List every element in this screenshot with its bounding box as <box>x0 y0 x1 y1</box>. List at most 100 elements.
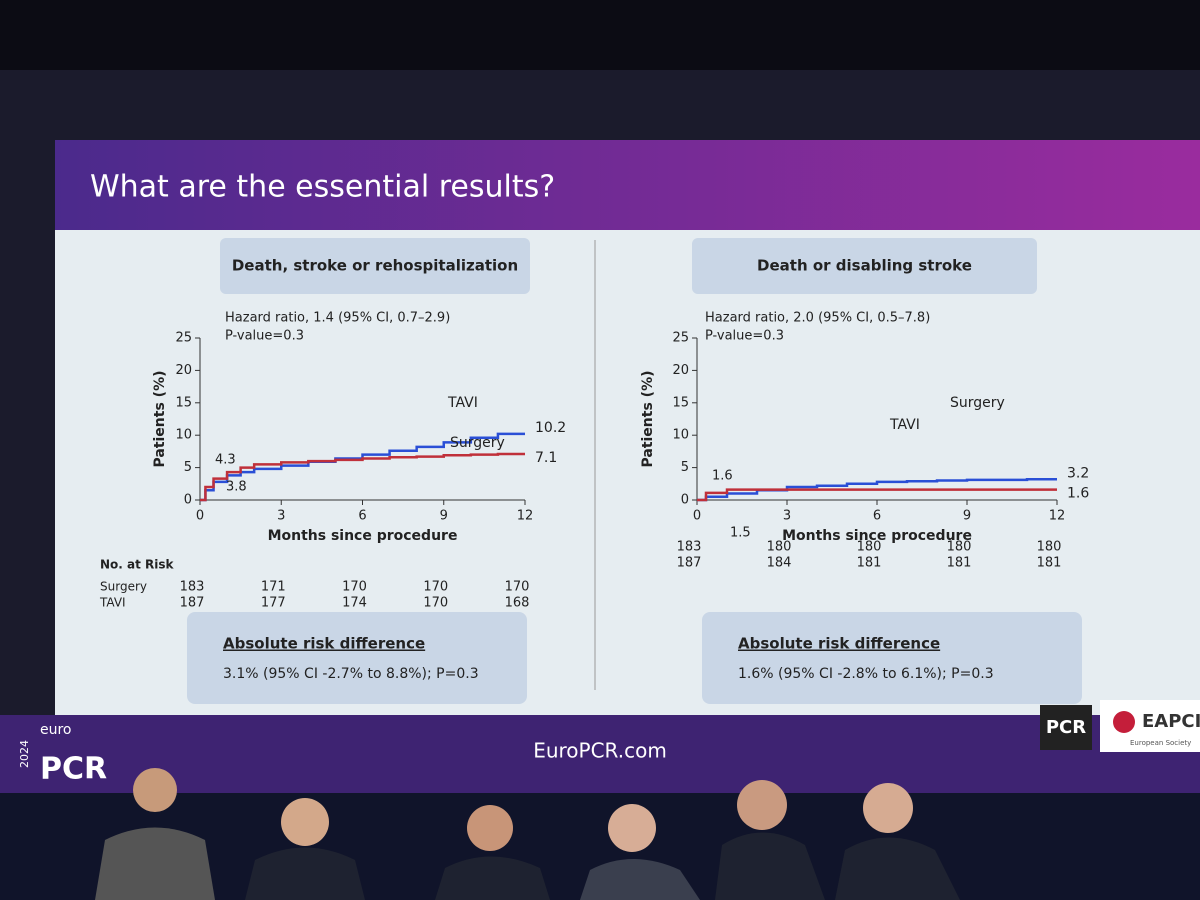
logo-text: euro <box>40 722 72 738</box>
x-tick-label: 12 <box>1049 509 1066 524</box>
risk-value: 187 <box>677 556 702 571</box>
risk-diff-title: Absolute risk difference <box>223 635 425 653</box>
y-tick-label: 5 <box>681 460 689 475</box>
series-label: TAVI <box>447 395 478 411</box>
person <box>281 798 329 846</box>
risk-diff-box <box>187 612 527 704</box>
person <box>835 837 960 900</box>
point-label: 3.8 <box>226 480 247 495</box>
x-tick-label: 6 <box>873 509 881 524</box>
risk-title: No. at Risk <box>100 558 175 572</box>
x-tick-label: 3 <box>277 509 285 524</box>
risk-value: 183 <box>677 540 702 555</box>
end-label: 3.2 <box>1067 465 1089 481</box>
y-tick-label: 0 <box>184 493 192 508</box>
risk-value: 184 <box>767 556 792 571</box>
x-axis-label: Months since procedure <box>782 528 972 544</box>
risk-value: 170 <box>423 596 448 611</box>
y-tick-label: 25 <box>175 331 192 346</box>
person <box>467 805 513 851</box>
risk-value: 187 <box>180 596 205 611</box>
panel <box>0 768 1200 900</box>
logo-text: PCR <box>40 752 107 787</box>
risk-value: 181 <box>857 556 882 571</box>
logo-box <box>1040 705 1092 750</box>
y-axis-label: Patients (%) <box>152 370 168 467</box>
y-tick-label: 20 <box>175 363 192 378</box>
person <box>737 780 787 830</box>
person <box>133 768 177 812</box>
title-box <box>692 238 1037 294</box>
risk-diff-title: Absolute risk difference <box>738 635 940 653</box>
risk-value: 177 <box>261 596 286 611</box>
y-axis-label: Patients (%) <box>640 370 656 467</box>
risk-value: 170 <box>505 580 530 595</box>
annotation: P-value=0.3 <box>225 329 304 344</box>
risk-diff-text: 3.1% (95% CI -2.7% to 8.8%); P=0.3 <box>223 666 479 682</box>
risk-diff-box <box>702 612 1082 704</box>
footer-band <box>0 715 1200 793</box>
logo-text: 2024 <box>18 740 31 768</box>
logo-text: EAPCI <box>1142 711 1200 732</box>
end-label: 7.1 <box>535 450 557 466</box>
person <box>580 859 700 900</box>
point-label: 1.5 <box>730 526 751 541</box>
person <box>435 856 550 900</box>
slide-title: What are the essential results? <box>90 170 555 205</box>
x-tick-label: 0 <box>693 509 701 524</box>
y-tick-label: 5 <box>184 460 192 475</box>
risk-value: 168 <box>505 596 530 611</box>
annotation: Hazard ratio, 2.0 (95% CI, 0.5–7.8) <box>705 311 930 326</box>
risk-diff-text: 1.6% (95% CI -2.8% to 6.1%); P=0.3 <box>738 666 994 682</box>
risk-value: 181 <box>947 556 972 571</box>
risk-value: 180 <box>767 540 792 555</box>
y-tick-label: 10 <box>175 428 192 443</box>
x-axis-label: Months since procedure <box>268 528 458 544</box>
y-tick-label: 0 <box>681 493 689 508</box>
risk-value: 170 <box>342 580 367 595</box>
person <box>608 804 656 852</box>
title-band <box>55 140 1200 230</box>
risk-value: 171 <box>261 580 286 595</box>
y-tick-label: 15 <box>672 395 689 410</box>
risk-value: 181 <box>1037 556 1062 571</box>
km-curve <box>697 488 1057 502</box>
x-tick-label: 3 <box>783 509 791 524</box>
risk-value: 174 <box>342 596 367 611</box>
footer-url: EuroPCR.com <box>533 739 667 763</box>
chart-title: Death or disabling stroke <box>757 257 972 275</box>
y-tick-label: 20 <box>672 363 689 378</box>
logo-text: PCR <box>1046 717 1086 738</box>
point-label: 1.6 <box>712 469 733 484</box>
x-tick-label: 9 <box>440 509 448 524</box>
risk-value: 180 <box>857 540 882 555</box>
risk-row-label: Surgery <box>100 580 147 594</box>
x-tick-label: 6 <box>358 509 366 524</box>
x-tick-label: 12 <box>517 509 534 524</box>
annotation: Hazard ratio, 1.4 (95% CI, 0.7–2.9) <box>225 311 450 326</box>
person <box>95 827 215 900</box>
risk-value: 180 <box>1037 540 1062 555</box>
risk-row-label: TAVI <box>99 596 126 610</box>
x-tick-label: 0 <box>196 509 204 524</box>
y-tick-label: 10 <box>672 428 689 443</box>
risk-value: 183 <box>180 580 205 595</box>
title-box <box>220 238 530 294</box>
end-label: 1.6 <box>1067 486 1089 502</box>
person <box>245 847 365 900</box>
end-label: 10.2 <box>535 420 566 436</box>
logo-heart <box>1113 711 1135 733</box>
person <box>863 783 913 833</box>
x-tick-label: 9 <box>963 509 971 524</box>
annotation: P-value=0.3 <box>705 329 784 344</box>
risk-value: 180 <box>947 540 972 555</box>
logo-text: European Society <box>1130 739 1191 747</box>
chart-title: Death, stroke or rehospitalization <box>232 257 518 275</box>
y-tick-label: 25 <box>672 331 689 346</box>
person <box>715 832 825 900</box>
point-label: 4.3 <box>215 453 236 468</box>
km-curve <box>200 452 525 502</box>
y-tick-label: 15 <box>175 395 192 410</box>
